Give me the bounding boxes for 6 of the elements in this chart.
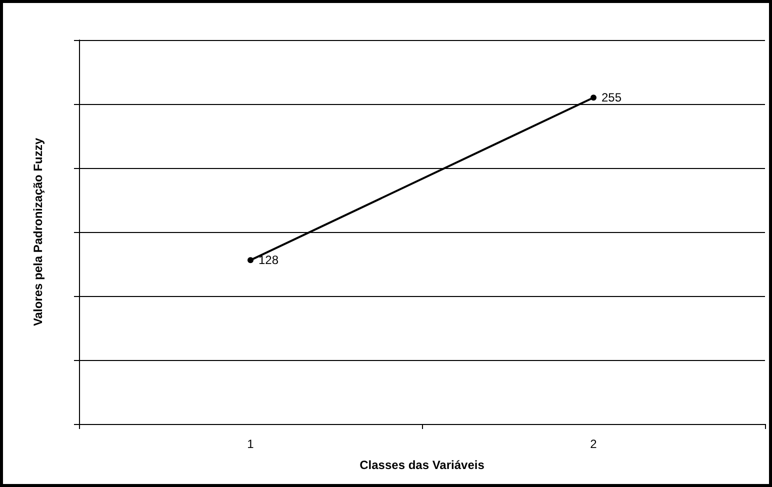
- data-label: 128: [258, 253, 279, 268]
- x-tick-label: 1: [247, 437, 254, 451]
- x-axis-title: Classes das Variáveis: [360, 458, 485, 472]
- y-axis-title: Valores pela Padronização Fuzzy: [31, 138, 45, 326]
- data-label: 255: [602, 90, 622, 105]
- x-tick-label: 2: [590, 437, 598, 451]
